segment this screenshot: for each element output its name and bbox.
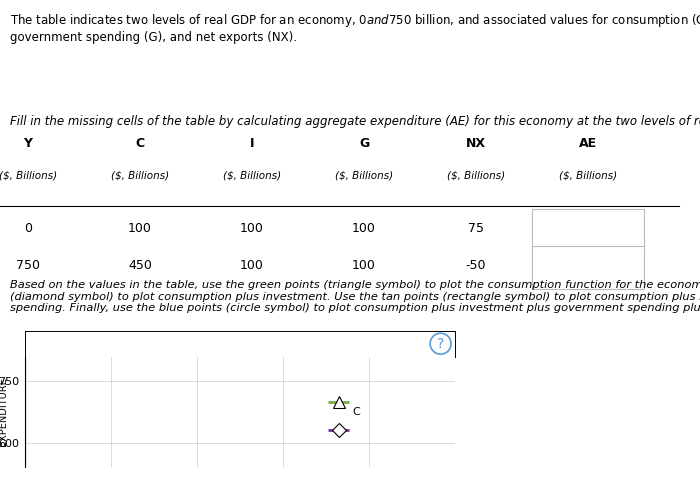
Text: 750: 750	[16, 259, 40, 272]
FancyBboxPatch shape	[532, 209, 644, 252]
Text: ($, Billions): ($, Billions)	[223, 171, 281, 181]
Text: ?: ?	[437, 337, 444, 351]
Text: G: G	[359, 137, 369, 150]
Text: AE: AE	[579, 137, 597, 150]
Text: 100: 100	[352, 222, 376, 235]
Text: I: I	[250, 137, 254, 150]
Text: C: C	[135, 137, 145, 150]
Text: 100: 100	[240, 259, 264, 272]
Text: C: C	[352, 407, 360, 417]
Text: The table indicates two levels of real GDP for an economy, $0 and $750 billion, : The table indicates two levels of real G…	[10, 12, 700, 44]
Text: Fill in the missing cells of the table by calculating aggregate expenditure (AE): Fill in the missing cells of the table b…	[10, 115, 700, 128]
Text: ($, Billions): ($, Billions)	[559, 171, 617, 181]
Text: 100: 100	[240, 222, 264, 235]
Text: Y: Y	[24, 137, 32, 150]
Text: ($, Billions): ($, Billions)	[335, 171, 393, 181]
Text: 450: 450	[128, 259, 152, 272]
Text: ($, Billions): ($, Billions)	[447, 171, 505, 181]
Text: 100: 100	[352, 259, 376, 272]
Text: NX: NX	[466, 137, 486, 150]
Text: EXPENDITURE: EXPENDITURE	[0, 377, 8, 446]
Text: -50: -50	[466, 259, 486, 272]
FancyBboxPatch shape	[532, 246, 644, 288]
Text: 100: 100	[128, 222, 152, 235]
Text: ($, Billions): ($, Billions)	[111, 171, 169, 181]
Text: 0: 0	[24, 222, 32, 235]
Text: 75: 75	[468, 222, 484, 235]
Text: ($, Billions): ($, Billions)	[0, 171, 57, 181]
Text: Based on the values in the table, use the green points (triangle symbol) to plot: Based on the values in the table, use th…	[10, 280, 700, 313]
